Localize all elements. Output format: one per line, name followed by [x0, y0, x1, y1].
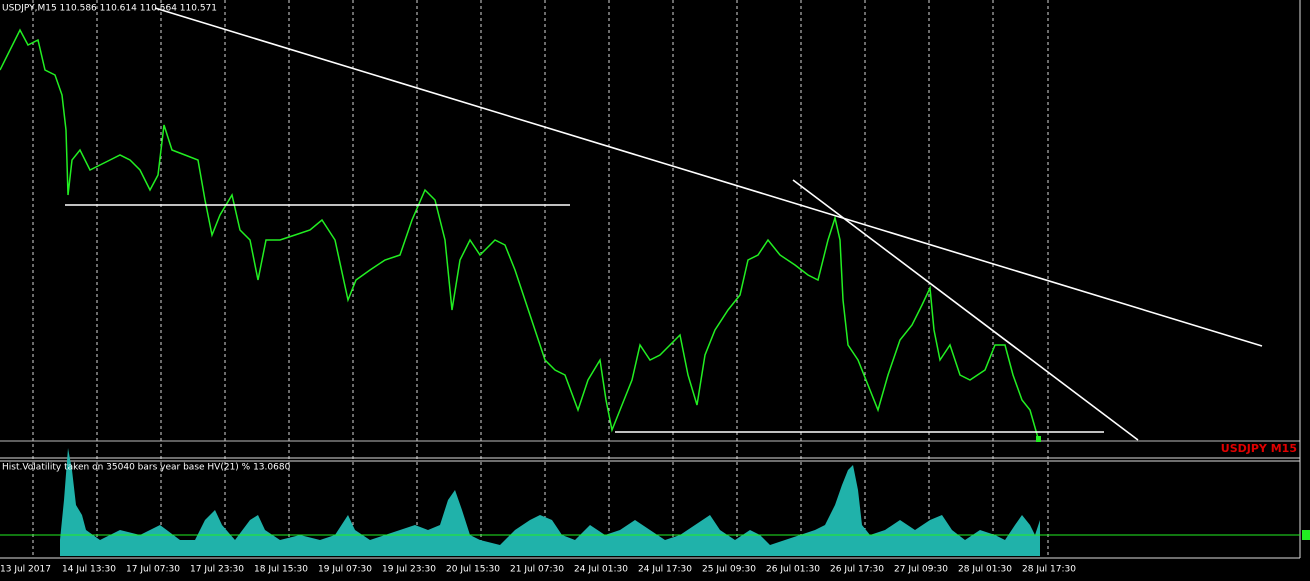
time-label: 26 Jul 01:30 [766, 565, 820, 575]
chart-header: USDJPY,M15 110.586 110.614 110.564 110.5… [2, 4, 217, 14]
trend-line[interactable] [792, 179, 1139, 441]
time-label: 18 Jul 15:30 [254, 565, 308, 575]
time-label: 28 Jul 17:30 [1022, 565, 1076, 575]
time-label: 27 Jul 09:30 [894, 565, 948, 575]
last-price-marker [1036, 436, 1041, 442]
trend-line[interactable] [154, 7, 1263, 347]
indicator-label: Hist.Volatility taken on 35040 bars year… [2, 463, 291, 473]
level-marker [1302, 530, 1310, 540]
time-label: 26 Jul 17:30 [830, 565, 884, 575]
time-label: 19 Jul 07:30 [318, 565, 372, 575]
time-label: 14 Jul 13:30 [62, 565, 116, 575]
time-label: 24 Jul 01:30 [574, 565, 628, 575]
symbol-label: USDJPY M15 [1221, 442, 1297, 455]
time-label: 20 Jul 15:30 [446, 565, 500, 575]
time-label: 21 Jul 07:30 [510, 565, 564, 575]
time-label: 25 Jul 09:30 [702, 565, 756, 575]
time-label: 17 Jul 23:30 [190, 565, 244, 575]
time-label: 28 Jul 01:30 [958, 565, 1012, 575]
grid [32, 0, 1049, 558]
volatility-histogram [60, 448, 1040, 556]
time-label: 24 Jul 17:30 [638, 565, 692, 575]
time-label: 13 Jul 2017 [0, 565, 51, 575]
time-labels: 13 Jul 2017 14 Jul 13:30 17 Jul 07:30 17 Ju… [0, 565, 1076, 575]
time-label: 17 Jul 07:30 [126, 565, 180, 575]
time-label: 19 Jul 23:30 [382, 565, 436, 575]
price-line [0, 28, 1039, 439]
